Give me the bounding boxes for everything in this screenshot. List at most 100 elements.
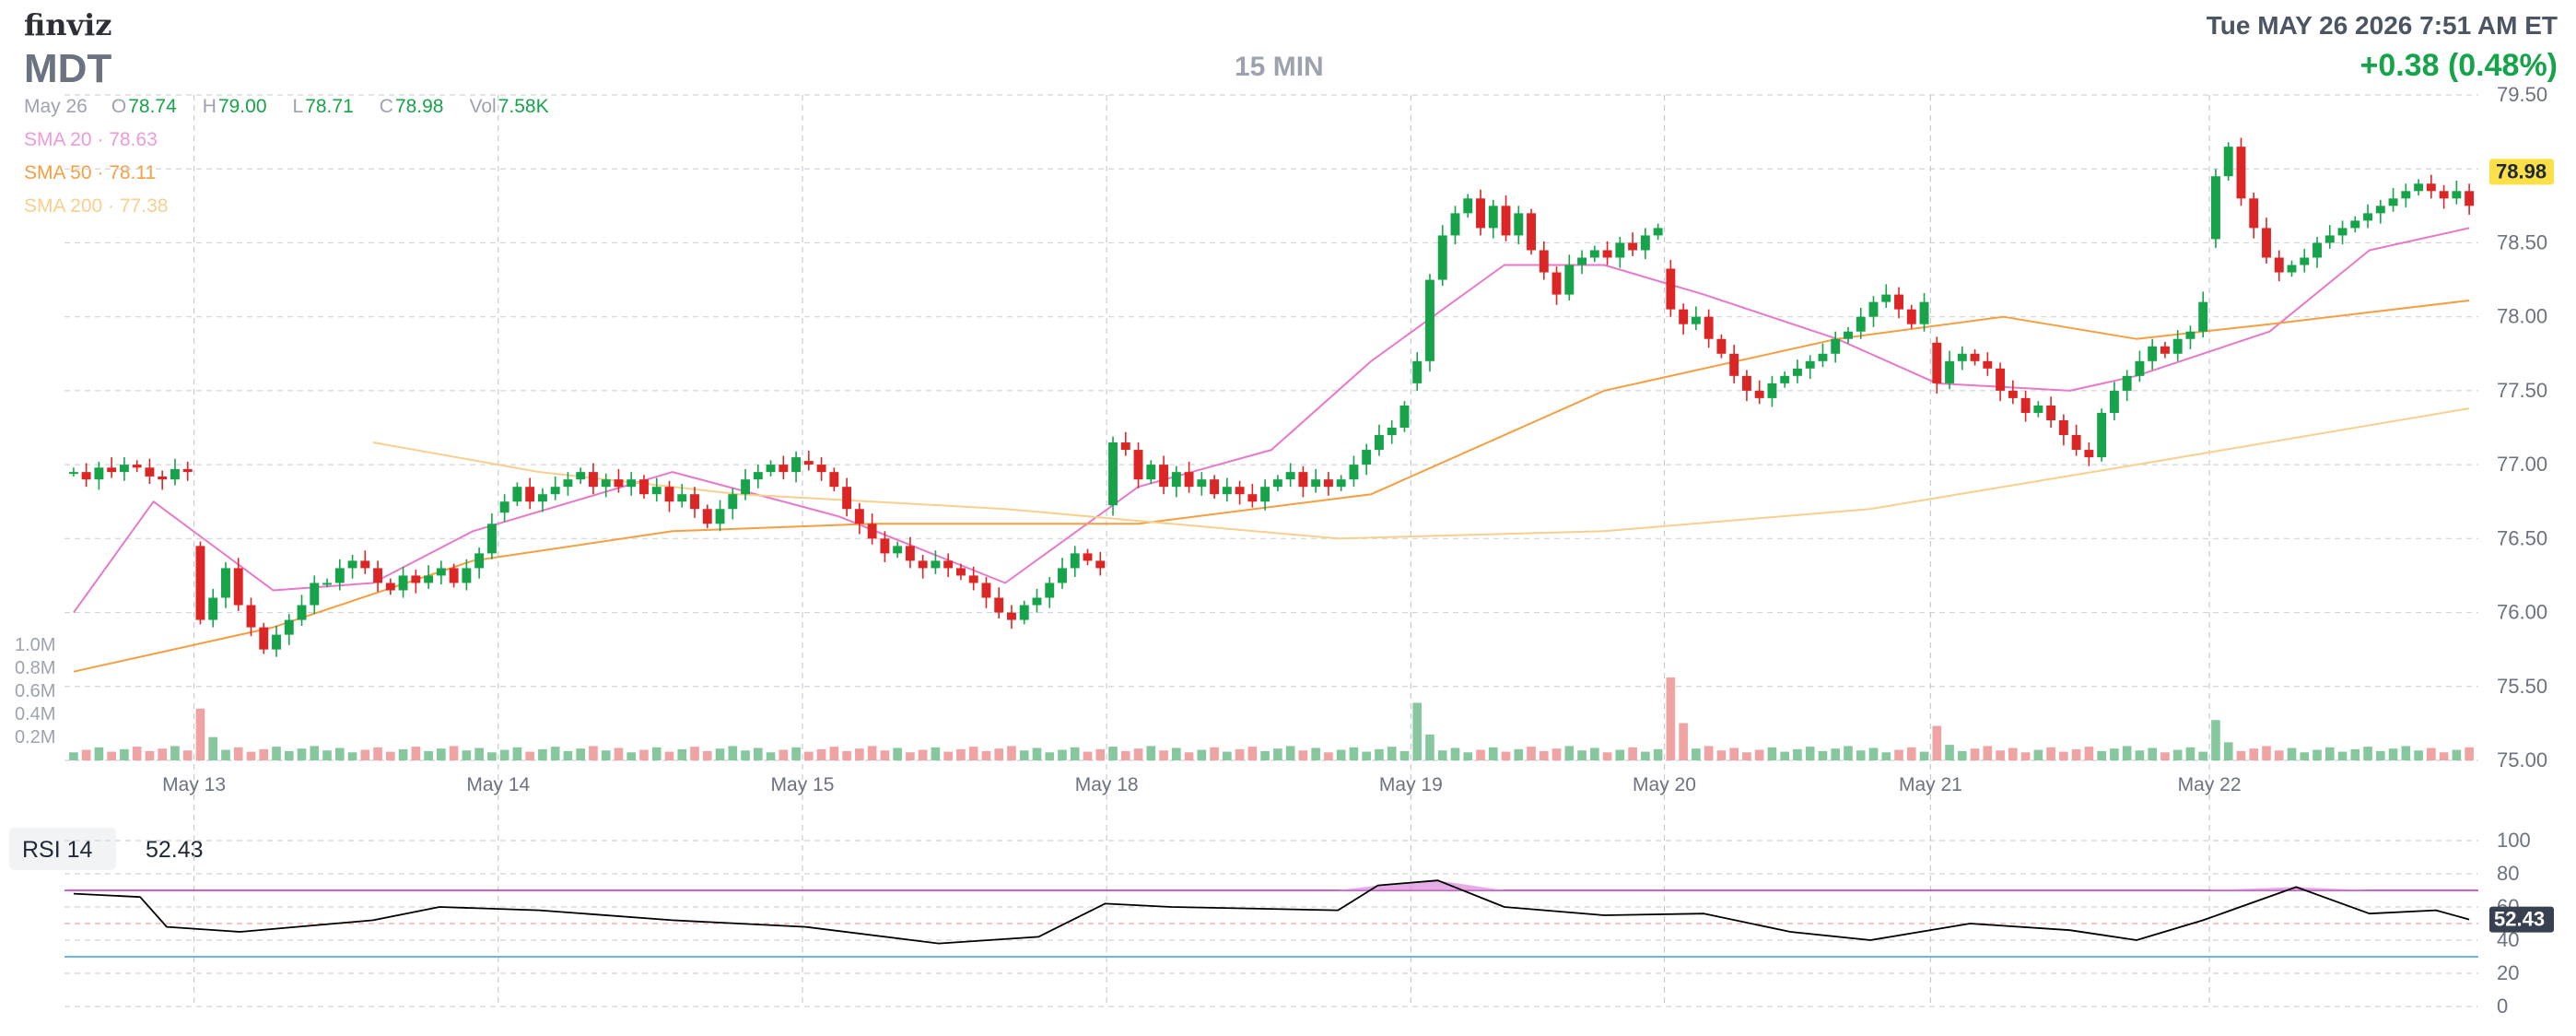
finviz-logo[interactable]: finviz xyxy=(24,7,112,42)
candle xyxy=(310,575,320,615)
candle-body xyxy=(867,524,877,539)
sma200-legend[interactable]: SMA 200 · 77.38 xyxy=(24,195,169,217)
candle-body xyxy=(1298,472,1308,488)
price-tick-label: 78.00 xyxy=(2497,305,2547,328)
rsi-overbought-fill xyxy=(2296,887,2370,890)
low-value: 78.71 xyxy=(305,96,354,117)
grid xyxy=(64,94,2478,1007)
candle xyxy=(1957,346,1967,371)
volume-bar xyxy=(2084,747,2094,760)
rsi-label[interactable]: RSI 14 xyxy=(22,837,93,863)
volume-bar xyxy=(1210,747,1219,760)
volume-bar xyxy=(614,748,624,760)
candle-body xyxy=(2401,191,2411,199)
candle xyxy=(1615,237,1625,268)
candle-body xyxy=(246,605,256,628)
candle xyxy=(119,457,129,481)
candle-body xyxy=(1247,494,1258,502)
candle-body xyxy=(1589,250,1599,258)
candle-body xyxy=(1932,342,1942,383)
volume-bar xyxy=(1514,748,1524,760)
candle-body xyxy=(1488,206,1498,229)
candle xyxy=(1653,223,1663,241)
volume-bar xyxy=(626,752,637,760)
volume-bar xyxy=(2401,746,2411,760)
candle xyxy=(297,595,307,626)
candle-body xyxy=(880,538,890,554)
sma20-legend[interactable]: SMA 20 · 78.63 xyxy=(24,129,158,150)
candle xyxy=(601,473,611,498)
volume-bar xyxy=(741,750,750,760)
candle xyxy=(1488,199,1498,239)
candle xyxy=(1450,206,1460,245)
candle xyxy=(1856,308,1866,339)
ohlc-date: May 26 xyxy=(24,96,88,117)
volume-bar xyxy=(1095,748,1106,760)
candle-body xyxy=(1844,331,1853,339)
volume-bar xyxy=(1653,748,1663,760)
candle xyxy=(2008,380,2018,405)
volume-bar xyxy=(2160,752,2170,760)
candle xyxy=(2097,408,2107,462)
volume-bar xyxy=(94,747,104,760)
candle xyxy=(563,472,573,496)
candle xyxy=(2274,250,2284,282)
candle xyxy=(347,554,357,579)
candle-body xyxy=(132,465,142,468)
volume-bar xyxy=(1919,751,1929,760)
volume-tick-label: 1.0M xyxy=(15,635,55,655)
candle-body xyxy=(221,568,230,598)
last-price-box xyxy=(2489,159,2554,185)
candle xyxy=(1831,331,1841,363)
volume-bar xyxy=(2262,746,2271,760)
volume-bar xyxy=(2274,750,2284,760)
volume-bar xyxy=(2236,750,2246,760)
sma50-legend[interactable]: SMA 50 · 78.11 xyxy=(24,162,157,183)
candle xyxy=(94,461,104,490)
candle-body xyxy=(753,472,763,480)
volume-bar xyxy=(246,751,256,760)
candle-body xyxy=(1691,316,1701,324)
candle-body xyxy=(360,560,370,569)
candle xyxy=(829,467,839,491)
volume-bar xyxy=(2097,750,2106,760)
volume-bar xyxy=(1551,748,1562,760)
volume-bar xyxy=(2198,751,2208,760)
candle-body xyxy=(424,575,434,583)
volume-bar xyxy=(2363,747,2372,760)
candle xyxy=(2109,382,2119,420)
volume-bar xyxy=(182,750,193,760)
candle-body xyxy=(398,575,408,591)
candle xyxy=(1551,266,1562,305)
candle-body xyxy=(1653,228,1663,236)
volume-bar xyxy=(512,747,522,760)
candle-body xyxy=(1032,597,1042,606)
rsi-label-box[interactable] xyxy=(9,828,116,870)
candle xyxy=(2324,225,2335,249)
timeframe-label[interactable]: 15 MIN xyxy=(1235,52,1324,82)
candle xyxy=(728,488,738,520)
candle-body xyxy=(2388,198,2398,206)
candle xyxy=(893,541,903,559)
volume-bar xyxy=(1172,748,1181,760)
volume-bar xyxy=(766,752,776,760)
candle-body xyxy=(1311,479,1321,488)
candle-body xyxy=(1716,338,1727,354)
candle-body xyxy=(1615,242,1625,258)
volume-bar xyxy=(2122,746,2132,760)
candle xyxy=(614,468,624,493)
candle xyxy=(2388,188,2398,212)
volume-bar xyxy=(1539,750,1549,760)
candle-body xyxy=(728,494,738,510)
volume-bar xyxy=(1235,748,1245,760)
candle xyxy=(1399,401,1410,432)
candle-body xyxy=(1083,553,1093,561)
volume-bar xyxy=(1223,751,1232,760)
candle-body xyxy=(1374,435,1384,451)
candle xyxy=(1906,304,1916,329)
candle xyxy=(981,577,991,608)
volume-bar xyxy=(1007,746,1016,760)
volume-bar xyxy=(1298,750,1308,760)
candle xyxy=(259,622,269,654)
